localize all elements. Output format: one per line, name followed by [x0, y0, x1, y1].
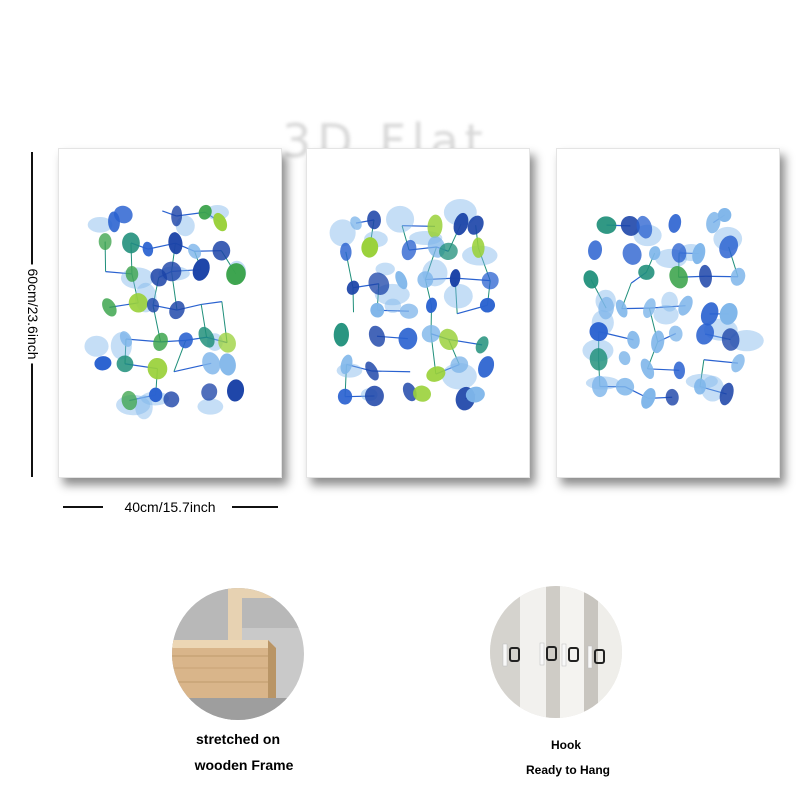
artwork-center [329, 198, 499, 411]
wooden-frame-photo [172, 588, 304, 720]
canvas-panel-right [556, 148, 780, 478]
width-dimension-line-right [232, 506, 278, 508]
hook-caption-line2: Ready to Hang [525, 763, 611, 777]
artwork-left [84, 204, 247, 420]
artwork-right [582, 208, 764, 409]
width-dimension-label: 40cm/15.7inch [120, 499, 220, 515]
width-dimension-line-left [63, 506, 103, 508]
hook-photo [490, 586, 622, 718]
height-dimension-label: 60cm/23.6inch [25, 264, 41, 364]
hook-caption-line1: Hook [551, 738, 581, 752]
frame-caption-line1: stretched on [195, 731, 281, 747]
canvas-panel-left [58, 148, 282, 478]
canvas-panel-center [306, 148, 530, 478]
frame-caption-line2: wooden Frame [194, 757, 294, 773]
